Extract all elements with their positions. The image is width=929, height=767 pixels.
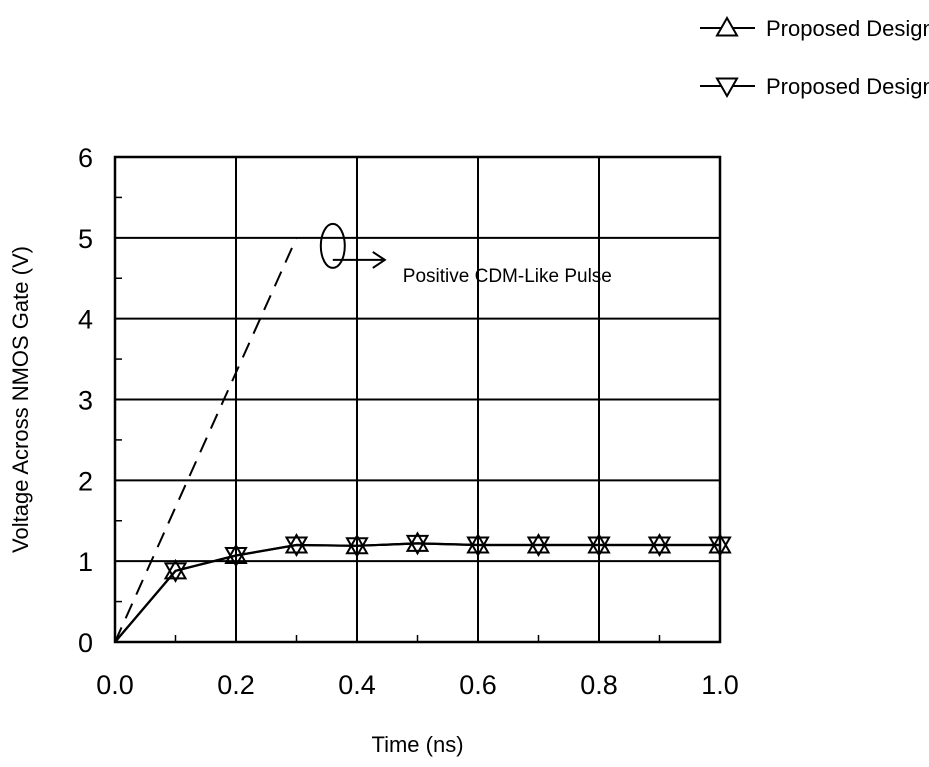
legend: Proposed Design A Proposed Design B (700, 15, 929, 99)
series-group (114, 531, 732, 643)
data-point-marker (466, 536, 490, 558)
data-point-marker (405, 531, 430, 552)
legend-item-design-b: Proposed Design B (700, 74, 929, 99)
data-point-marker (526, 532, 551, 554)
legend-marker (715, 77, 739, 99)
series-line (114, 542, 720, 643)
annotation-arrow-head (372, 251, 387, 269)
data-point-marker (163, 562, 188, 583)
pulse-annotation-label: Positive CDM-Like Pulse (403, 266, 612, 287)
data-point-marker (284, 536, 309, 558)
series-design-a (114, 531, 732, 643)
legend-marker (715, 15, 739, 37)
grid (114, 156, 721, 643)
y-tick-label: 3 (78, 386, 93, 416)
data-point-marker (587, 532, 611, 554)
y-axis-title: Voltage Across NMOS Gate (V) (8, 246, 33, 553)
plot-frame (113, 155, 722, 644)
pulse-annotation: Positive CDM-Like Pulse (319, 222, 612, 287)
data-point-marker (526, 536, 551, 558)
data-point-marker (284, 532, 309, 554)
y-tick-label: 6 (78, 143, 93, 173)
data-point-marker (708, 532, 732, 554)
y-tick-label: 5 (78, 224, 93, 254)
y-tick-label: 1 (78, 547, 93, 577)
x-tick-label: 0.8 (580, 670, 618, 700)
y-tick-label: 2 (78, 466, 93, 496)
legend-label: Proposed Design A (766, 16, 929, 41)
data-point-marker (587, 536, 611, 558)
x-axis-title: Time (ns) (371, 732, 463, 757)
data-point-marker (708, 536, 732, 558)
data-point-marker (466, 532, 490, 554)
y-tick-label: 0 (78, 628, 93, 658)
minor-ticks (115, 196, 661, 642)
x-tick-label: 0.2 (217, 670, 255, 700)
pulse-dashed-line (114, 237, 298, 643)
legend-label: Proposed Design B (766, 74, 929, 99)
annotation-ellipse (319, 222, 346, 269)
x-tick-label: 0.0 (96, 670, 134, 700)
x-tick-labels: 0.0 0.2 0.4 0.6 0.8 1.0 (96, 670, 739, 700)
x-tick-label: 0.6 (459, 670, 497, 700)
y-tick-labels: 0 1 2 3 4 5 6 (78, 143, 93, 658)
legend-item-design-a: Proposed Design A (700, 15, 929, 41)
series-line (114, 542, 720, 643)
x-tick-label: 0.4 (338, 670, 376, 700)
x-tick-label: 1.0 (701, 670, 739, 700)
data-point-marker (224, 547, 248, 568)
pulse-line-group (114, 237, 298, 643)
data-point-marker (405, 534, 430, 556)
y-tick-label: 4 (78, 305, 93, 335)
data-point-marker (345, 537, 369, 558)
series-design-b (114, 534, 732, 643)
data-point-marker (647, 532, 672, 554)
data-point-marker (647, 536, 672, 558)
